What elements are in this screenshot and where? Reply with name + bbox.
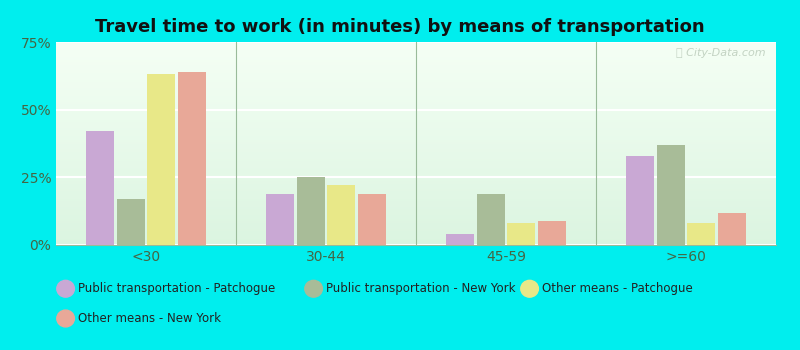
Bar	[178, 72, 206, 245]
Bar	[147, 75, 175, 245]
Bar	[327, 186, 355, 245]
Text: Other means - New York: Other means - New York	[78, 312, 222, 325]
Bar	[687, 223, 715, 245]
Bar	[718, 212, 746, 245]
Bar	[477, 194, 505, 245]
Bar	[657, 145, 685, 245]
Bar	[297, 177, 325, 245]
Bar	[266, 194, 294, 245]
Bar	[117, 199, 145, 245]
Bar	[86, 131, 114, 245]
Text: Other means - Patchogue: Other means - Patchogue	[542, 282, 693, 295]
Bar	[446, 234, 474, 245]
Bar	[626, 156, 654, 245]
Text: ⓘ City-Data.com: ⓘ City-Data.com	[675, 48, 766, 58]
Bar	[358, 194, 386, 245]
Text: Public transportation - Patchogue: Public transportation - Patchogue	[78, 282, 276, 295]
Text: Travel time to work (in minutes) by means of transportation: Travel time to work (in minutes) by mean…	[95, 18, 705, 35]
Text: Public transportation - New York: Public transportation - New York	[326, 282, 516, 295]
Bar	[507, 223, 535, 245]
Bar	[538, 220, 566, 245]
